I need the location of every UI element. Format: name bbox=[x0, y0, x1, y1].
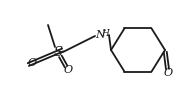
Text: H: H bbox=[102, 29, 109, 38]
Text: S: S bbox=[53, 45, 63, 59]
Text: O: O bbox=[163, 68, 172, 78]
Text: O: O bbox=[28, 58, 36, 68]
Text: N: N bbox=[95, 30, 105, 40]
Text: O: O bbox=[63, 65, 73, 75]
